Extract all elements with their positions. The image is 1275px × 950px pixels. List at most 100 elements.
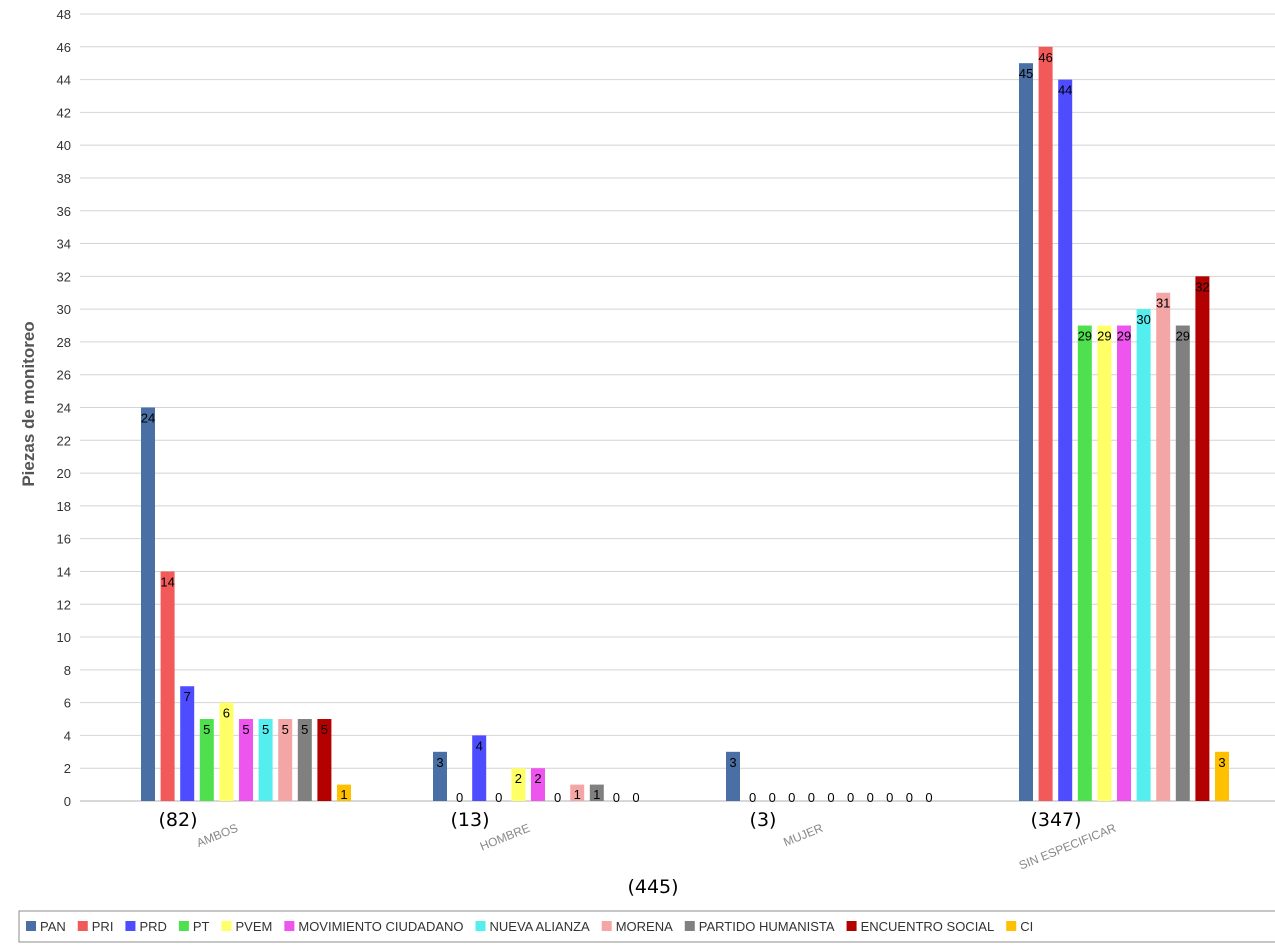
y-tick-label: 38 <box>57 171 71 186</box>
y-tick-label: 26 <box>57 368 71 383</box>
data-label: 0 <box>867 790 874 805</box>
legend-entry: PT <box>193 919 210 934</box>
x-category-label: AMBOS <box>194 821 239 850</box>
y-tick-label: 18 <box>57 499 71 514</box>
legend-swatch <box>284 921 295 931</box>
data-label: 0 <box>613 790 620 805</box>
data-label: 24 <box>141 411 155 426</box>
data-label: 0 <box>847 790 854 805</box>
data-label: 1 <box>593 787 600 802</box>
data-label: 0 <box>554 790 561 805</box>
data-label: 0 <box>925 790 932 805</box>
bar <box>472 735 487 801</box>
legend-swatch <box>684 921 695 931</box>
bar <box>1038 46 1053 801</box>
data-label: 5 <box>242 722 249 737</box>
data-label: 5 <box>282 722 289 737</box>
legend-swatch <box>77 921 88 931</box>
y-tick-label: 4 <box>64 728 71 743</box>
legend-swatch <box>178 921 189 931</box>
data-label: 6 <box>223 706 230 721</box>
legend-swatch <box>26 921 36 931</box>
data-label: 5 <box>203 722 210 737</box>
legend-entry: MOVIMIENTO CIUDADANO <box>298 919 463 934</box>
bar <box>1156 292 1171 801</box>
data-label: 0 <box>886 790 893 805</box>
data-label: 29 <box>1097 329 1111 344</box>
legend-swatch <box>221 921 232 931</box>
data-label: 2 <box>534 771 541 786</box>
bar <box>511 768 526 801</box>
bar <box>1097 325 1112 801</box>
legend-entry: CI <box>1020 919 1033 934</box>
y-tick-label: 42 <box>57 105 71 120</box>
y-tick-label: 46 <box>57 40 71 55</box>
y-axis-label: Piezas de monitoreo <box>19 321 38 486</box>
data-label: 5 <box>321 722 328 737</box>
y-tick-label: 34 <box>57 237 71 252</box>
legend-entry: PARTIDO HUMANISTA <box>699 919 835 934</box>
y-tick-label: 10 <box>57 630 71 645</box>
y-tick-label: 12 <box>57 597 71 612</box>
bar <box>1136 309 1151 801</box>
y-tick-label: 14 <box>57 564 71 579</box>
y-axis-ticks: 0246810121416182022242628303234363840424… <box>57 7 71 809</box>
bar <box>1019 63 1033 801</box>
data-label: 1 <box>340 787 347 802</box>
legend-swatch <box>846 921 857 931</box>
legend-entry: ENCUENTRO SOCIAL <box>861 919 995 934</box>
legend-entry: PRD <box>139 919 166 934</box>
bar <box>180 686 195 801</box>
legend-swatch <box>475 921 486 931</box>
y-tick-label: 8 <box>64 663 71 678</box>
category-total-label: (82) <box>158 809 197 831</box>
data-label: 0 <box>788 790 795 805</box>
bar <box>1077 325 1092 801</box>
legend-entry: NUEVA ALIANZA <box>490 919 591 934</box>
category-total-label: (13) <box>450 809 489 831</box>
data-label: 0 <box>632 790 639 805</box>
bar <box>589 784 604 801</box>
y-tick-label: 16 <box>57 532 71 547</box>
data-label: 5 <box>262 722 269 737</box>
y-tick-label: 22 <box>57 433 71 448</box>
y-tick-label: 48 <box>57 7 71 22</box>
bar <box>1215 751 1229 801</box>
y-tick-label: 24 <box>57 401 71 416</box>
data-label: 0 <box>808 790 815 805</box>
bar <box>199 719 214 801</box>
data-label: 0 <box>906 790 913 805</box>
y-tick-label: 0 <box>64 794 71 809</box>
y-tick-label: 36 <box>57 204 71 219</box>
bar <box>570 784 585 801</box>
legend-swatch <box>601 921 612 931</box>
x-axis-categories: AMBOS(82)HOMBRE(13)MUJER(3)SIN ESPECIFIC… <box>158 809 1118 873</box>
data-label: 29 <box>1078 329 1092 344</box>
data-label: 30 <box>1136 312 1150 327</box>
data-label: 31 <box>1156 296 1170 311</box>
y-tick-label: 32 <box>57 269 71 284</box>
data-label: 7 <box>184 689 191 704</box>
y-tick-label: 2 <box>64 761 71 776</box>
data-label: 32 <box>1195 279 1209 294</box>
legend-entry: PVEM <box>236 919 273 934</box>
y-tick-label: 20 <box>57 466 71 481</box>
bar <box>1058 79 1073 802</box>
data-label: 3 <box>729 755 736 770</box>
data-label: 14 <box>160 574 174 589</box>
data-label: 0 <box>495 790 502 805</box>
bar <box>219 702 234 801</box>
bar <box>726 751 740 801</box>
data-label: 29 <box>1117 329 1131 344</box>
bar <box>1195 276 1210 801</box>
bar <box>1117 325 1131 801</box>
y-tick-label: 30 <box>57 302 71 317</box>
bar <box>160 571 175 801</box>
bar <box>297 719 312 801</box>
data-label: 0 <box>827 790 834 805</box>
x-category-label: MUJER <box>781 821 825 850</box>
category-total-label: (3) <box>750 809 777 831</box>
y-tick-label: 40 <box>57 138 71 153</box>
